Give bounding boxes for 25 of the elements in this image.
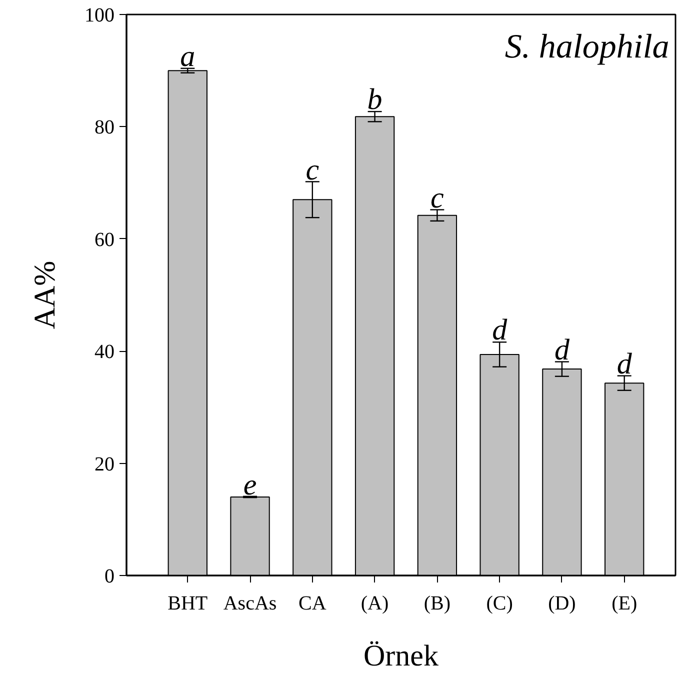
annotation: d <box>554 333 570 366</box>
annotation: d <box>492 314 508 347</box>
y-tick-label: 0 <box>104 566 114 588</box>
annotation: b <box>367 83 382 116</box>
annotation: c <box>430 181 444 214</box>
annotation: c <box>306 153 320 186</box>
annotation: e <box>243 468 257 502</box>
x-tick-label: (B) <box>424 592 451 614</box>
annotation: S. halophila <box>504 28 670 66</box>
x-tick-label: (E) <box>612 592 638 614</box>
x-tick-label: CA <box>298 592 327 614</box>
x-tick-label: BHT <box>168 592 208 614</box>
x-tick-label: (A) <box>360 592 389 614</box>
x-tick-label: (D) <box>548 592 576 614</box>
annotation: d <box>616 347 633 380</box>
y-tick-label: 20 <box>94 453 114 476</box>
y-tick-label: 60 <box>94 228 114 251</box>
x-tick-label: AscAs <box>223 592 277 614</box>
y-axis-title: AA% <box>28 260 62 330</box>
x-axis-title: Örnek <box>364 640 438 672</box>
y-tick-label: 100 <box>84 4 114 26</box>
y-tick-label: 80 <box>94 116 114 139</box>
y-tick-label: 40 <box>94 341 114 364</box>
annotation: a <box>180 40 196 73</box>
x-tick-label: (C) <box>486 592 513 614</box>
